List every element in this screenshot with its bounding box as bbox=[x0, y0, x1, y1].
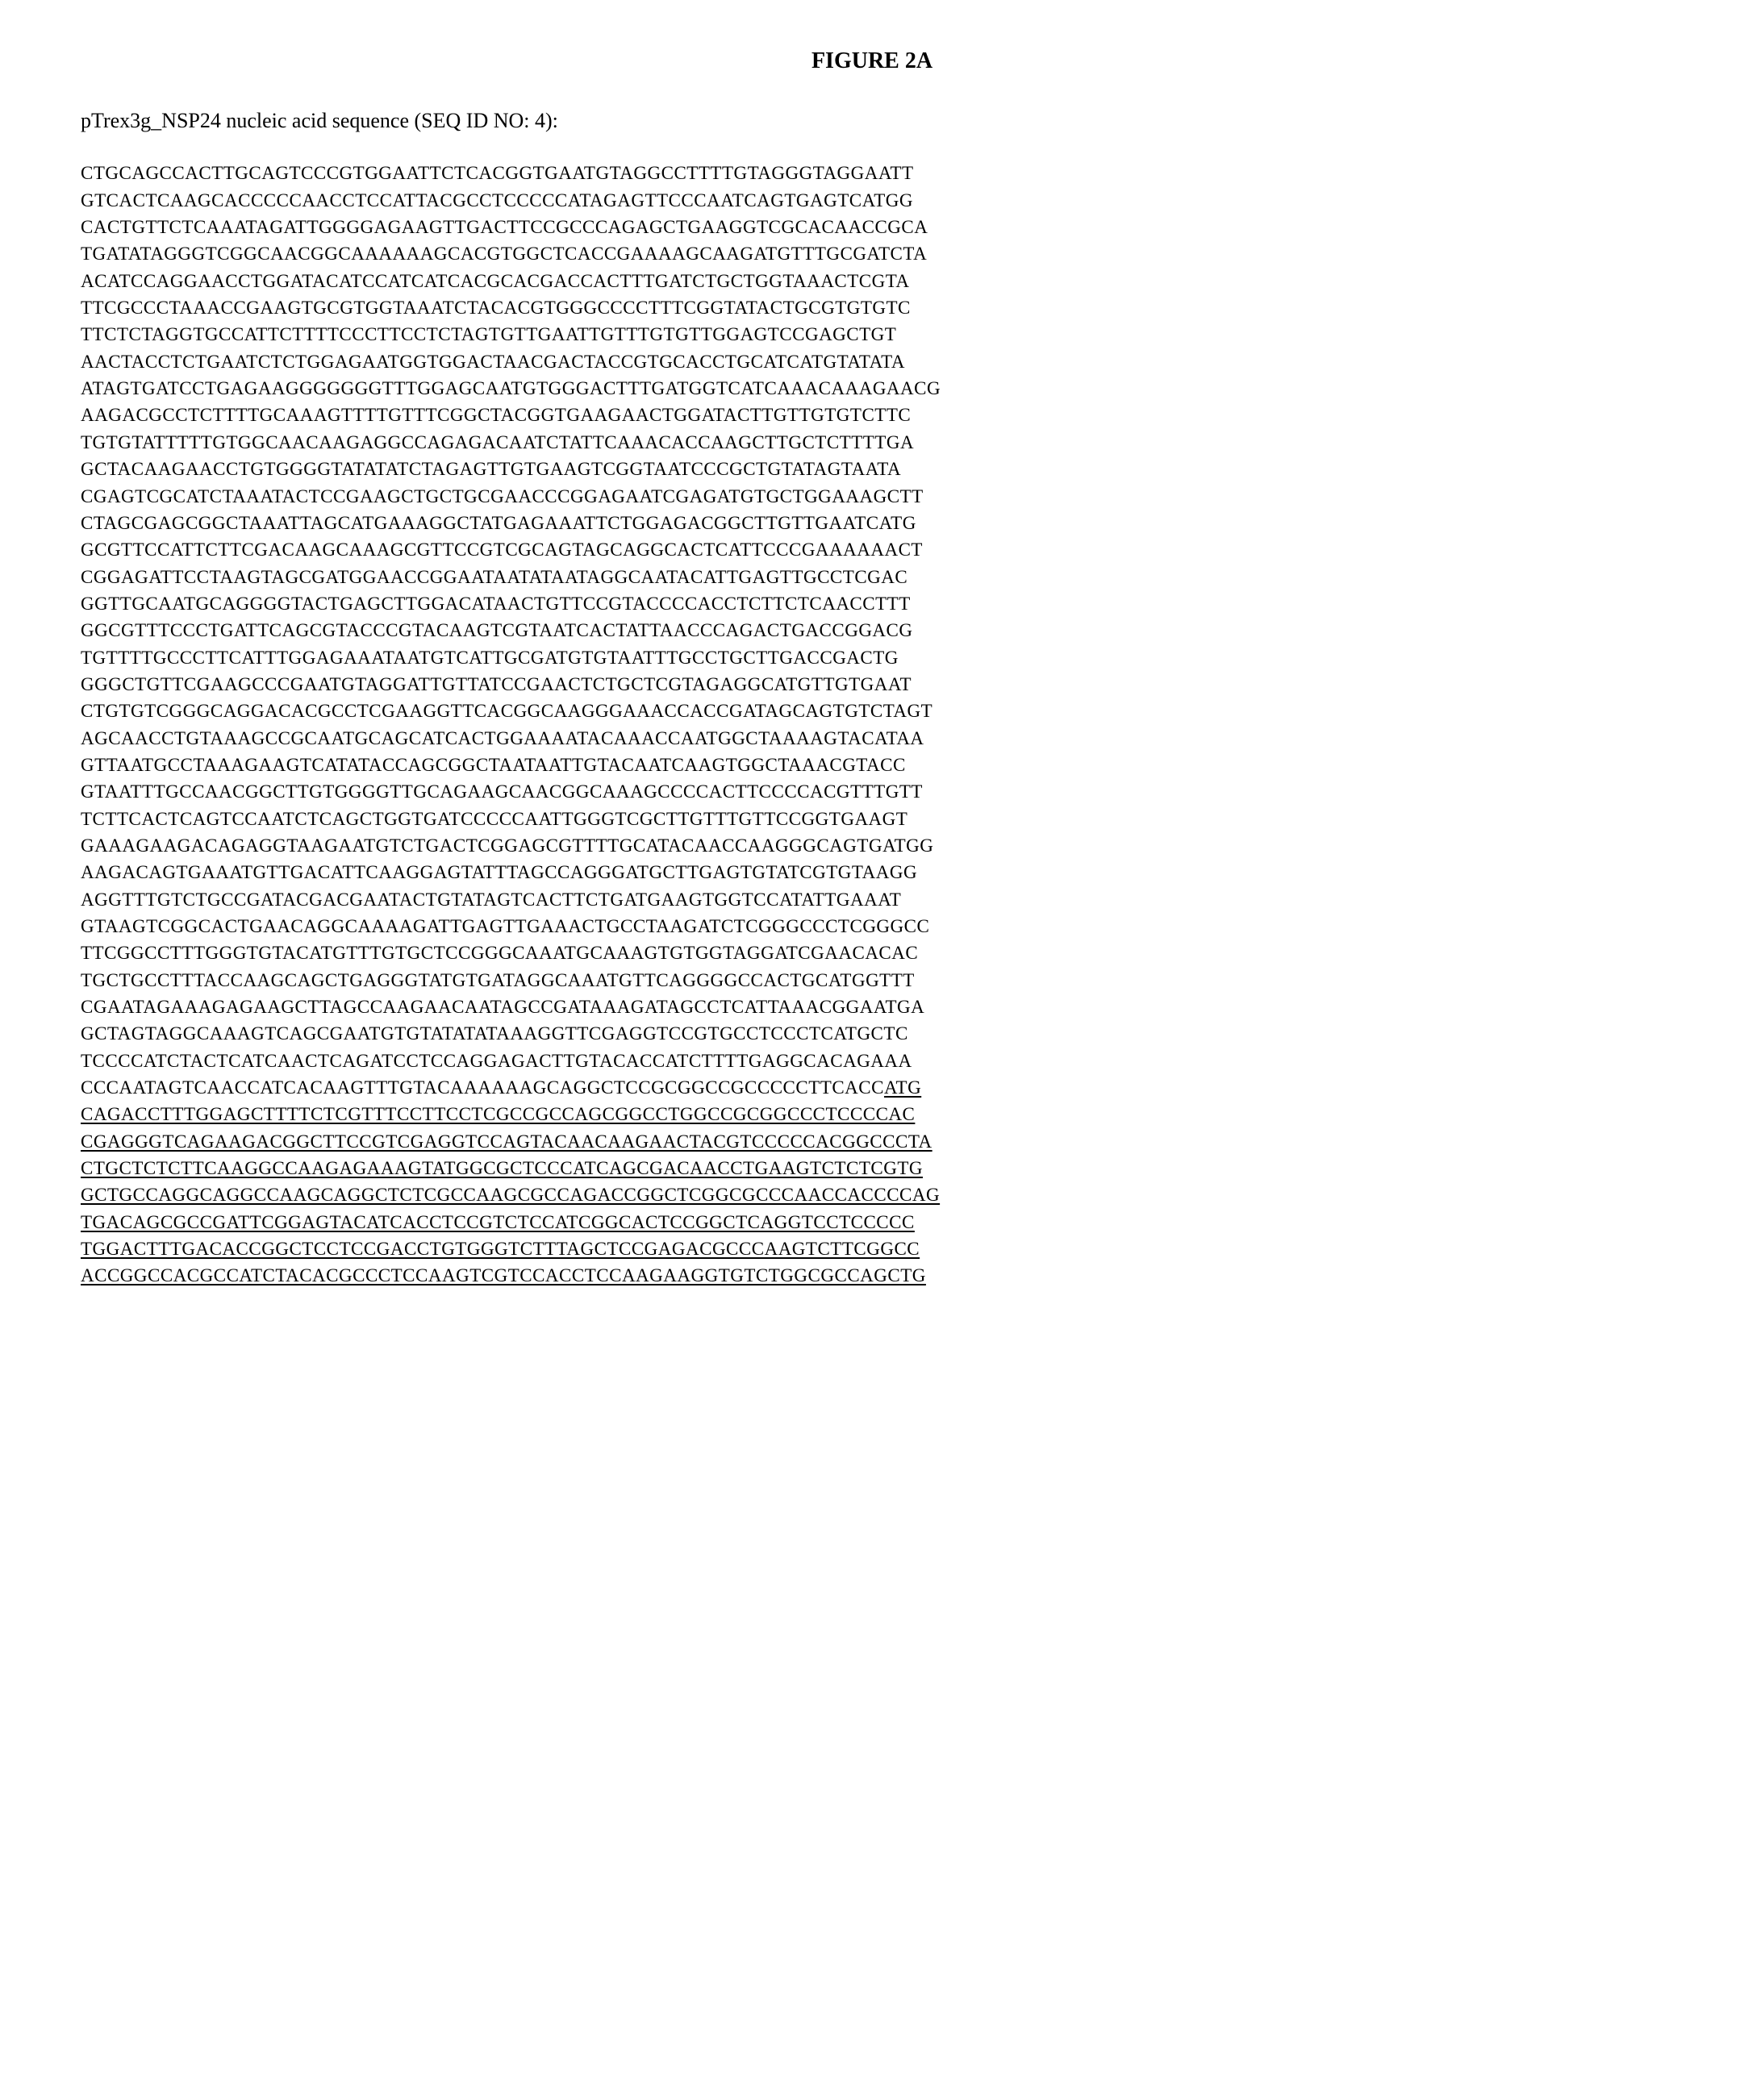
sequence-line: GTAATTTGCCAACGGCTTGTGGGGTTGCAGAAGCAACGGC… bbox=[81, 778, 1663, 805]
sequence-block: CTGCAGCCACTTGCAGTCCCGTGGAATTCTCACGGTGAAT… bbox=[81, 160, 1663, 1289]
sequence-line: GGTTGCAATGCAGGGGTACTGAGCTTGGACATAACTGTTC… bbox=[81, 590, 1663, 617]
sequence-line: GGCGTTTCCCTGATTCAGCGTACCCGTACAAGTCGTAATC… bbox=[81, 617, 1663, 644]
figure-title: FIGURE 2A bbox=[81, 48, 1663, 74]
sequence-line: CGGAGATTCCTAAGTAGCGATGGAACCGGAATAATATAAT… bbox=[81, 564, 1663, 590]
sequence-line: GCTAGTAGGCAAAGTCAGCGAATGTGTATATATAAAGGTT… bbox=[81, 1020, 1663, 1047]
sequence-line: ACATCCAGGAACCTGGATACATCCATCATCACGCACGACC… bbox=[81, 268, 1663, 294]
sequence-line: TGATATAGGGTCGGCAACGGCAAAAAAGCACGTGGCTCAC… bbox=[81, 240, 1663, 267]
sequence-line: GCTGCCAGGCAGGCCAAGCAGGCTCTCGCCAAGCGCCAGA… bbox=[81, 1181, 1663, 1208]
sequence-caption: pTrex3g_NSP24 nucleic acid sequence (SEQ… bbox=[81, 106, 1663, 135]
sequence-line: TGTTTTGCCCTTCATTTGGAGAAATAATGTCATTGCGATG… bbox=[81, 644, 1663, 671]
sequence-line: TCCCCATCTACTCATCAACTCAGATCCTCCAGGAGACTTG… bbox=[81, 1048, 1663, 1074]
sequence-line: AAGACAGTGAAATGTTGACATTCAAGGAGTATTTAGCCAG… bbox=[81, 859, 1663, 885]
sequence-line: GCGTTCCATTCTTCGACAAGCAAAGCGTTCCGTCGCAGTA… bbox=[81, 536, 1663, 563]
sequence-line: AAGACGCCTCTTTTGCAAAGTTTTGTTTCGGCTACGGTGA… bbox=[81, 402, 1663, 428]
sequence-line: CACTGTTCTCAAATAGATTGGGGAGAAGTTGACTTCCGCC… bbox=[81, 214, 1663, 240]
sequence-line: CTGCAGCCACTTGCAGTCCCGTGGAATTCTCACGGTGAAT… bbox=[81, 160, 1663, 186]
sequence-line: TGACAGCGCCGATTCGGAGTACATCACCTCCGTCTCCATC… bbox=[81, 1209, 1663, 1235]
sequence-line: GGGCTGTTCGAAGCCCGAATGTAGGATTGTTATCCGAACT… bbox=[81, 671, 1663, 698]
sequence-line: AGGTTTGTCTGCCGATACGACGAATACTGTATAGTCACTT… bbox=[81, 886, 1663, 913]
sequence-line: CTAGCGAGCGGCTAAATTAGCATGAAAGGCTATGAGAAAT… bbox=[81, 510, 1663, 536]
sequence-line: AACTACCTCTGAATCTCTGGAGAATGGTGGACTAACGACT… bbox=[81, 348, 1663, 375]
sequence-line: TTCGCCCTAAACCGAAGTGCGTGGTAAATCTACACGTGGG… bbox=[81, 294, 1663, 321]
sequence-line: CAGACCTTTGGAGCTTTTCTCGTTTCCTTCCTCGCCGCCA… bbox=[81, 1101, 1663, 1127]
sequence-line: TCTTCACTCAGTCCAATCTCAGCTGGTGATCCCCCAATTG… bbox=[81, 806, 1663, 832]
sequence-line: ACCGGCCACGCCATCTACACGCCCTCCAAGTCGTCCACCT… bbox=[81, 1262, 1663, 1289]
sequence-line: GTTAATGCCTAAAGAAGTCATATACCAGCGGCTAATAATT… bbox=[81, 752, 1663, 778]
sequence-line: TTCGGCCTTTGGGTGTACATGTTTGTGCTCCGGGCAAATG… bbox=[81, 940, 1663, 966]
sequence-line: GCTACAAGAACCTGTGGGGTATATATCTAGAGTTGTGAAG… bbox=[81, 456, 1663, 482]
sequence-line: TGCTGCCTTTACCAAGCAGCTGAGGGTATGTGATAGGCAA… bbox=[81, 967, 1663, 994]
sequence-line: GTAAGTCGGCACTGAACAGGCAAAAGATTGAGTTGAAACT… bbox=[81, 913, 1663, 940]
sequence-line: GAAAGAAGACAGAGGTAAGAATGTCTGACTCGGAGCGTTT… bbox=[81, 832, 1663, 859]
sequence-line: CGAGTCGCATCTAAATACTCCGAAGCTGCTGCGAACCCGG… bbox=[81, 483, 1663, 510]
sequence-line: GTCACTCAAGCACCCCCAACCTCCATTACGCCTCCCCCAT… bbox=[81, 187, 1663, 214]
sequence-line: ATAGTGATCCTGAGAAGGGGGGGTTTGGAGCAATGTGGGA… bbox=[81, 375, 1663, 402]
sequence-line: CGAATAGAAAGAGAAGCTTAGCCAAGAACAATAGCCGATA… bbox=[81, 994, 1663, 1020]
sequence-line: CTGCTCTCTTCAAGGCCAAGAGAAAGTATGGCGCTCCCAT… bbox=[81, 1155, 1663, 1181]
sequence-line: CCCAATAGTCAACCATCACAAGTTTGTACAAAAAAGCAGG… bbox=[81, 1074, 1663, 1101]
sequence-line: TTCTCTAGGTGCCATTCTTTTCCCTTCCTCTAGTGTTGAA… bbox=[81, 321, 1663, 348]
sequence-line: CTGTGTCGGGCAGGACACGCCTCGAAGGTTCACGGCAAGG… bbox=[81, 698, 1663, 724]
sequence-line: TGTGTATTTTTGTGGCAACAAGAGGCCAGAGACAATCTAT… bbox=[81, 429, 1663, 456]
sequence-line: TGGACTTTGACACCGGCTCCTCCGACCTGTGGGTCTTTAG… bbox=[81, 1235, 1663, 1262]
sequence-line: AGCAACCTGTAAAGCCGCAATGCAGCATCACTGGAAAATA… bbox=[81, 725, 1663, 752]
sequence-line: CGAGGGTCAGAAGACGGCTTCCGTCGAGGTCCAGTACAAC… bbox=[81, 1128, 1663, 1155]
